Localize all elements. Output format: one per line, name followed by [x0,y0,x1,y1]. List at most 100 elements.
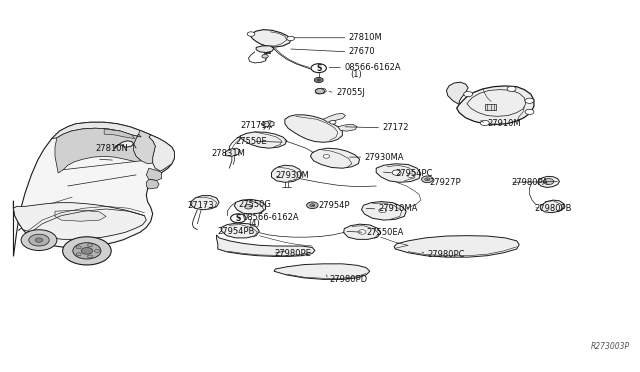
Circle shape [464,92,472,97]
Circle shape [230,214,246,223]
Circle shape [310,204,315,207]
Circle shape [392,170,401,175]
Circle shape [35,238,43,242]
Text: 27173: 27173 [187,201,214,210]
Polygon shape [344,224,381,239]
Polygon shape [104,129,135,138]
Polygon shape [134,131,156,164]
Polygon shape [376,164,421,182]
Polygon shape [250,30,291,47]
Text: 27954P: 27954P [319,201,350,210]
Circle shape [316,89,324,94]
Polygon shape [447,82,468,105]
Circle shape [543,179,554,185]
Text: R273003P: R273003P [591,341,630,350]
Circle shape [323,154,330,158]
Text: 27550EA: 27550EA [366,228,403,237]
Polygon shape [147,168,162,180]
Circle shape [95,249,100,252]
Text: 27954PC: 27954PC [396,169,433,177]
Text: 27910M: 27910M [487,119,521,128]
Text: 27927P: 27927P [430,178,461,187]
Polygon shape [310,148,360,168]
Text: 27980PC: 27980PC [428,250,465,259]
Circle shape [314,77,323,83]
Text: 27954PB: 27954PB [218,227,255,236]
Text: 08566-6162A: 08566-6162A [242,213,299,222]
Circle shape [480,121,489,126]
Circle shape [63,237,111,265]
Polygon shape [261,121,274,127]
Circle shape [81,247,93,254]
Polygon shape [362,202,406,220]
Polygon shape [234,199,266,214]
Text: 27910MA: 27910MA [379,205,418,214]
Polygon shape [190,196,219,210]
Polygon shape [149,135,174,171]
Polygon shape [52,122,151,138]
Circle shape [76,246,81,249]
Circle shape [358,230,366,234]
Text: 27172: 27172 [383,123,409,132]
Polygon shape [274,264,370,279]
Circle shape [408,174,414,177]
Polygon shape [55,210,106,221]
Polygon shape [221,223,259,238]
Text: 27980PD: 27980PD [330,275,368,284]
Polygon shape [540,200,564,213]
Polygon shape [240,132,287,148]
Text: 27831M: 27831M [211,149,245,158]
Text: 27980PE: 27980PE [274,249,311,258]
Circle shape [379,208,387,213]
Circle shape [29,234,49,246]
Text: 27550G: 27550G [238,200,271,209]
Polygon shape [216,235,315,256]
Text: 27810M: 27810M [349,33,383,42]
Text: 27980PA: 27980PA [511,178,548,187]
Polygon shape [394,235,519,257]
Circle shape [76,253,81,256]
Polygon shape [484,105,495,110]
Text: 27810N: 27810N [95,144,128,153]
Circle shape [262,54,268,58]
Polygon shape [271,165,302,182]
Polygon shape [147,179,159,189]
Polygon shape [55,128,141,173]
Circle shape [317,79,321,81]
Polygon shape [256,46,274,52]
Circle shape [422,176,433,183]
Circle shape [525,109,534,115]
Text: S: S [316,64,321,73]
Text: 27550E: 27550E [236,137,268,146]
Text: (1): (1) [351,70,362,79]
Polygon shape [13,203,147,239]
Polygon shape [13,122,174,256]
Text: 27055J: 27055J [336,88,365,97]
Circle shape [88,244,93,247]
Circle shape [311,64,326,73]
Polygon shape [457,86,534,125]
Polygon shape [264,52,270,53]
Polygon shape [119,141,134,147]
Circle shape [330,121,336,124]
Text: 27171X: 27171X [240,121,273,130]
Text: S: S [236,214,241,223]
Circle shape [525,98,534,103]
Polygon shape [338,125,357,131]
Polygon shape [323,113,346,122]
Circle shape [287,36,294,41]
Circle shape [247,32,255,36]
Text: 08566-6162A: 08566-6162A [344,63,401,72]
Polygon shape [285,115,342,142]
Circle shape [88,255,93,258]
Polygon shape [225,148,240,156]
Circle shape [73,243,101,259]
Circle shape [507,86,516,92]
Text: 27980PB: 27980PB [534,204,572,213]
Text: 27930MA: 27930MA [365,153,404,161]
Text: (4): (4) [248,219,260,228]
Polygon shape [538,176,559,187]
Circle shape [244,205,252,209]
Text: 27670: 27670 [349,47,376,56]
Circle shape [307,202,318,209]
